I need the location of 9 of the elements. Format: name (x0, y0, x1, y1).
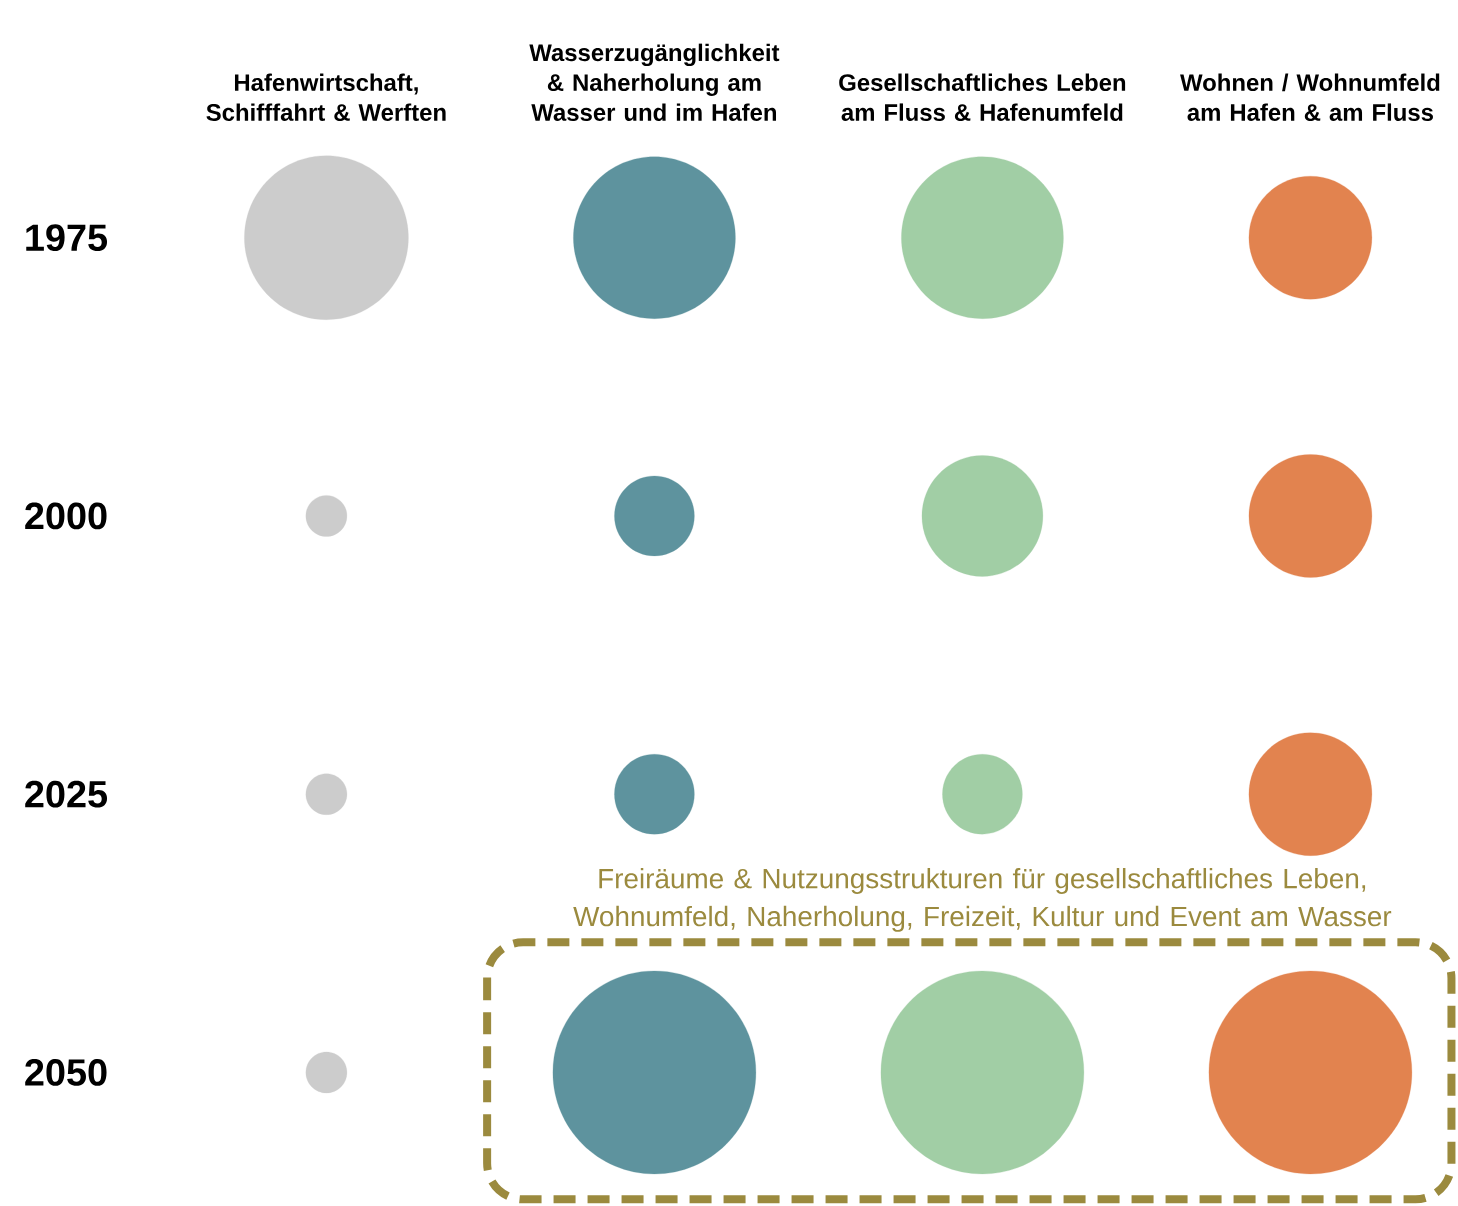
annotation: Freiräume & Nutzungsstrukturen für gesellschaftliches Leben, Wohnumfeld, Naherholung, Freizeit, Kultur und Event am Wasser (573, 867, 1392, 932)
y-tick-label: 2050 (25, 1059, 107, 1086)
x-tick-label: Wohnen / Wohnumfeld am Hafen & am Fluss (1180, 73, 1440, 121)
y-tick-label: 1975 (26, 224, 108, 252)
x-tick-label: Hafenwirtschaft, Schifffahrt & Werften (206, 73, 446, 121)
x-tick-label: Gesellschaftliches Leben am Fluss & Hafenumfeld (839, 73, 1126, 121)
y-tick-label: 2000 (25, 502, 107, 530)
x-tick-label: Wasserzugänglichkeit & Naherholung am Wasser und im Hafen (529, 43, 780, 121)
y-tick-label: 2025 (25, 780, 108, 808)
